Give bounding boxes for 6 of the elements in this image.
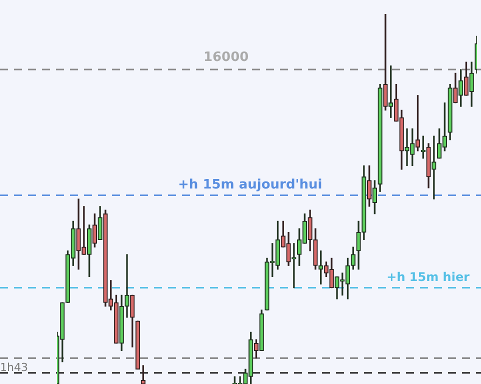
annotation: 16000 [203, 50, 249, 65]
candlestick [383, 14, 388, 111]
candlestick [432, 136, 436, 200]
ref-line-label: 1h43 [0, 360, 28, 374]
ref-line-label: +h 15m aujourd'hui [178, 178, 322, 193]
ref-line-label: +h 15m hier [386, 270, 470, 284]
